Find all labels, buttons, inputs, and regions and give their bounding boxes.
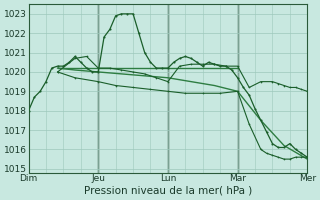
X-axis label: Pression niveau de la mer( hPa ): Pression niveau de la mer( hPa ) xyxy=(84,186,252,196)
